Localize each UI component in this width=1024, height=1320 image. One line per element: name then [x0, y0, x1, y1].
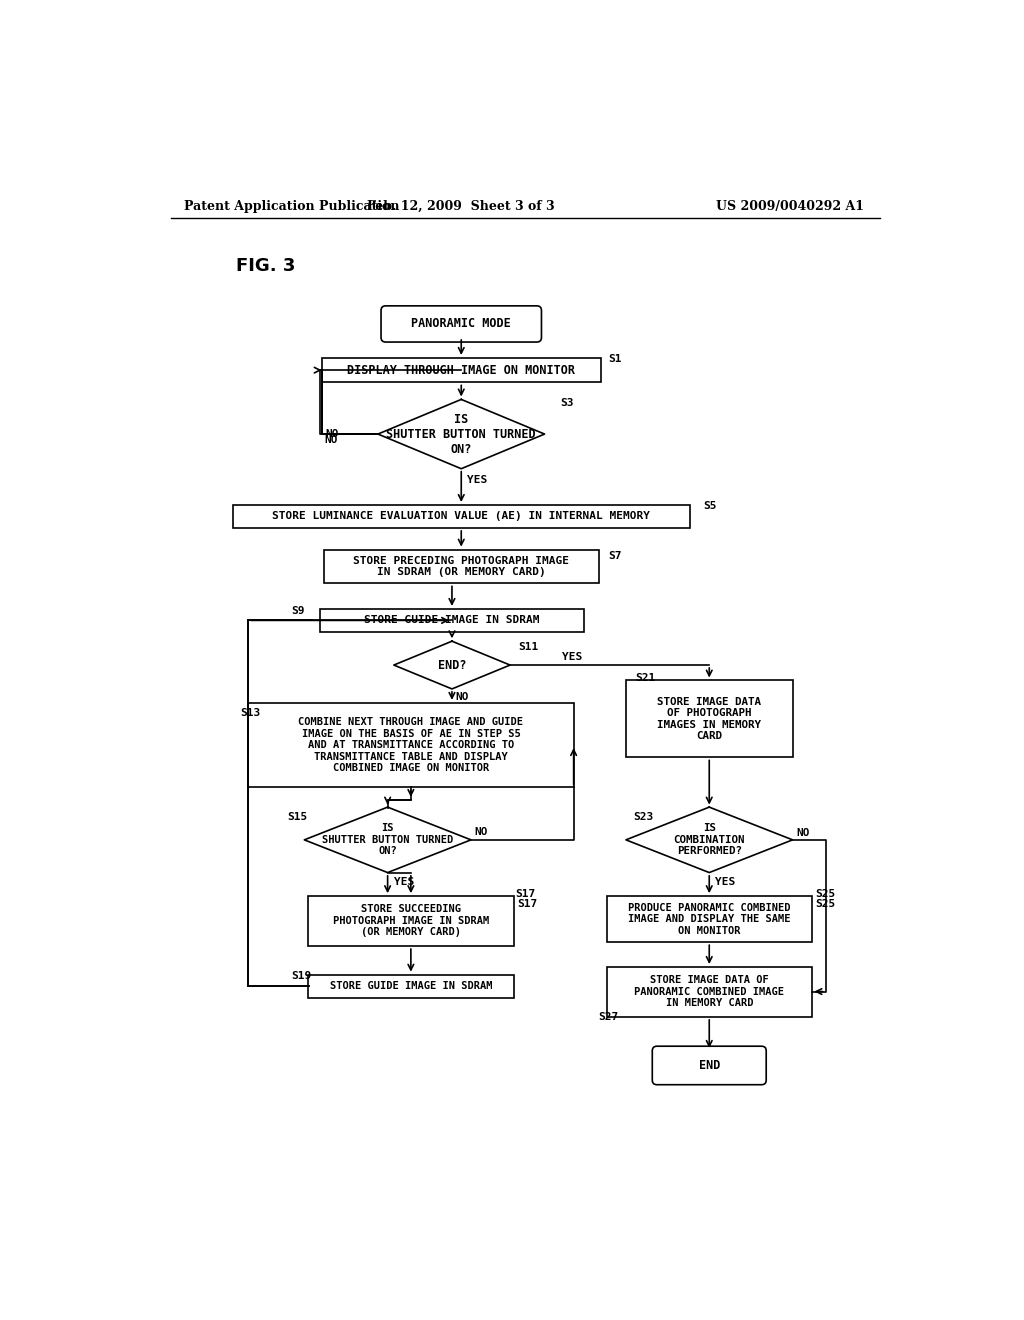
- Bar: [606, 966, 812, 1016]
- Text: S9: S9: [291, 606, 304, 616]
- Bar: [322, 358, 601, 383]
- Text: STORE IMAGE DATA OF
PANORAMIC COMBINED IMAGE
IN MEMORY CARD: STORE IMAGE DATA OF PANORAMIC COMBINED I…: [634, 975, 784, 1008]
- Text: END: END: [698, 1059, 720, 1072]
- Text: S11: S11: [518, 643, 538, 652]
- Text: YES: YES: [467, 475, 487, 486]
- Text: YES: YES: [562, 652, 583, 663]
- Bar: [321, 609, 584, 632]
- Text: S5: S5: [703, 502, 717, 511]
- Text: PANORAMIC MODE: PANORAMIC MODE: [412, 317, 511, 330]
- Text: NO: NO: [474, 828, 487, 837]
- Text: S17: S17: [515, 888, 536, 899]
- Text: FIG. 3: FIG. 3: [237, 257, 296, 275]
- Text: STORE PRECEDING PHOTOGRAPH IMAGE
IN SDRAM (OR MEMORY CARD): STORE PRECEDING PHOTOGRAPH IMAGE IN SDRA…: [353, 556, 569, 577]
- Text: S13: S13: [241, 708, 261, 718]
- Text: STORE SUCCEEDING
PHOTOGRAPH IMAGE IN SDRAM
(OR MEMORY CARD): STORE SUCCEEDING PHOTOGRAPH IMAGE IN SDR…: [333, 904, 489, 937]
- Text: STORE IMAGE DATA
OF PHOTOGRAPH
IMAGES IN MEMORY
CARD: STORE IMAGE DATA OF PHOTOGRAPH IMAGES IN…: [657, 697, 761, 742]
- Text: S23: S23: [633, 812, 653, 822]
- Text: S27: S27: [598, 1012, 618, 1022]
- Text: STORE GUIDE IMAGE IN SDRAM: STORE GUIDE IMAGE IN SDRAM: [365, 615, 540, 626]
- Text: COMBINE NEXT THROUGH IMAGE AND GUIDE
IMAGE ON THE BASIS OF AE IN STEP S5
AND AT : COMBINE NEXT THROUGH IMAGE AND GUIDE IMA…: [298, 717, 523, 774]
- Text: IS
COMBINATION
PERFORMED?: IS COMBINATION PERFORMED?: [674, 824, 745, 857]
- Text: END?: END?: [437, 659, 466, 672]
- Text: S1: S1: [608, 354, 622, 364]
- Text: YES: YES: [715, 878, 735, 887]
- Text: NO: NO: [326, 429, 339, 440]
- Text: US 2009/0040292 A1: US 2009/0040292 A1: [716, 199, 864, 213]
- Text: Feb. 12, 2009  Sheet 3 of 3: Feb. 12, 2009 Sheet 3 of 3: [368, 199, 555, 213]
- Text: IS
SHUTTER BUTTON TURNED
ON?: IS SHUTTER BUTTON TURNED ON?: [322, 824, 454, 857]
- Text: NO: NO: [796, 828, 810, 838]
- Text: DISPLAY THROUGH IMAGE ON MONITOR: DISPLAY THROUGH IMAGE ON MONITOR: [347, 363, 575, 376]
- Text: S25: S25: [815, 899, 836, 908]
- Text: PRODUCE PANORAMIC COMBINED
IMAGE AND DISPLAY THE SAME
ON MONITOR: PRODUCE PANORAMIC COMBINED IMAGE AND DIS…: [628, 903, 791, 936]
- Text: S7: S7: [608, 550, 622, 561]
- Bar: [606, 896, 812, 942]
- Text: S15: S15: [287, 812, 307, 822]
- Bar: [308, 974, 514, 998]
- Text: S25: S25: [815, 888, 836, 899]
- Bar: [248, 702, 573, 788]
- Text: IS
SHUTTER BUTTON TURNED
ON?: IS SHUTTER BUTTON TURNED ON?: [386, 413, 536, 455]
- FancyBboxPatch shape: [652, 1047, 766, 1085]
- Text: STORE LUMINANCE EVALUATION VALUE (AE) IN INTERNAL MEMORY: STORE LUMINANCE EVALUATION VALUE (AE) IN…: [272, 511, 650, 521]
- FancyBboxPatch shape: [381, 306, 542, 342]
- Bar: [626, 681, 793, 758]
- Text: Patent Application Publication: Patent Application Publication: [183, 199, 399, 213]
- Text: S3: S3: [560, 399, 573, 408]
- Bar: [232, 506, 690, 528]
- Text: STORE GUIDE IMAGE IN SDRAM: STORE GUIDE IMAGE IN SDRAM: [330, 981, 493, 991]
- Bar: [308, 896, 514, 945]
- Bar: [324, 549, 599, 583]
- Text: S21: S21: [636, 673, 656, 684]
- Text: S19: S19: [291, 972, 311, 981]
- Text: YES: YES: [394, 878, 414, 887]
- Text: S17: S17: [517, 899, 538, 908]
- Text: NO: NO: [455, 693, 469, 702]
- Text: NO: NO: [324, 436, 338, 445]
